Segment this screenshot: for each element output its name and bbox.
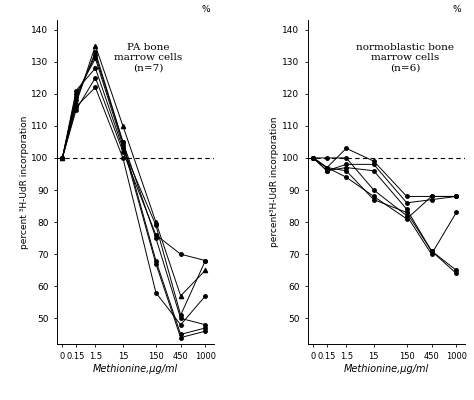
X-axis label: Methionine,μg/ml: Methionine,μg/ml (344, 364, 429, 374)
Y-axis label: percent ³H-UdR incorporation: percent ³H-UdR incorporation (19, 115, 28, 249)
Text: %: % (202, 4, 210, 14)
Y-axis label: percent³H-UdR incorporation: percent³H-UdR incorporation (270, 117, 279, 247)
X-axis label: Methionine,μg/ml: Methionine,μg/ml (92, 364, 178, 374)
Text: PA bone
marrow cells
(n=7): PA bone marrow cells (n=7) (114, 43, 182, 72)
Text: %: % (453, 4, 461, 14)
Text: normoblastic bone
marrow cells
(n=6): normoblastic bone marrow cells (n=6) (356, 43, 454, 72)
